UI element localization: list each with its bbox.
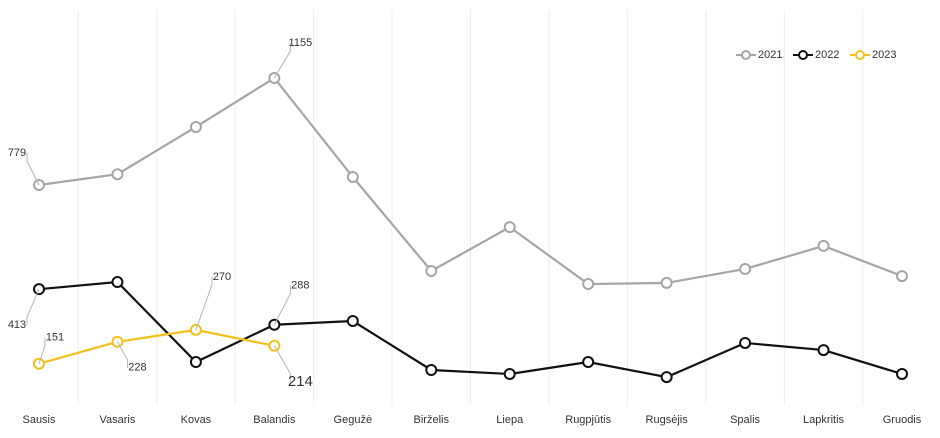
legend-label: 2021	[758, 49, 782, 61]
label-leader	[273, 285, 291, 325]
legend-item: 2022	[793, 49, 839, 61]
x-tick-label: Rugsėjis	[646, 414, 689, 426]
data-label: 413	[8, 319, 26, 331]
label-leader	[26, 153, 40, 186]
label-leader	[195, 276, 213, 331]
x-tick-label: Rugpjūtis	[565, 414, 611, 426]
data-label: 270	[213, 271, 231, 283]
x-tick-label: Lapkritis	[803, 414, 844, 426]
data-label: 779	[8, 147, 26, 159]
data-label: 288	[291, 280, 309, 292]
x-tick-label: Balandis	[253, 414, 296, 426]
data-point	[582, 278, 595, 291]
data-label: 1155	[289, 37, 313, 49]
data-point	[817, 239, 830, 252]
data-point	[346, 315, 359, 328]
data-point	[189, 356, 202, 369]
data-point	[582, 356, 595, 369]
x-tick-label: Spalis	[730, 414, 760, 426]
data-label: 151	[46, 332, 64, 344]
x-tick-label: Gegužė	[334, 414, 373, 426]
label-leader	[38, 337, 46, 364]
label-leader	[26, 288, 40, 326]
series-line	[38, 76, 903, 286]
legend-item: 2021	[736, 49, 782, 61]
x-tick-label: Kovas	[181, 414, 212, 426]
x-tick-label: Birželis	[414, 414, 450, 426]
data-point	[896, 270, 908, 283]
legend-marker	[855, 50, 865, 60]
data-label: 228	[128, 362, 146, 374]
legend-marker	[798, 50, 808, 60]
data-point	[111, 276, 124, 289]
data-point	[346, 171, 359, 184]
legend-label: 2022	[815, 49, 839, 61]
data-point	[189, 120, 202, 133]
data-point	[425, 264, 438, 277]
data-point	[425, 363, 438, 376]
data-point	[817, 344, 830, 357]
data-point	[896, 367, 908, 380]
data-label: 214	[288, 373, 313, 390]
data-point	[503, 221, 516, 234]
data-point	[503, 367, 516, 380]
legend-label: 2023	[872, 49, 896, 61]
label-leader	[273, 345, 291, 382]
legend-item: 2023	[850, 49, 896, 61]
series-line	[38, 328, 275, 365]
series-line	[38, 280, 903, 379]
legend-marker	[741, 50, 751, 60]
x-tick-label: Vasaris	[100, 414, 136, 426]
x-tick-label: Gruodis	[883, 414, 922, 426]
data-point	[660, 276, 673, 289]
data-point	[739, 336, 752, 349]
data-point	[111, 168, 124, 181]
label-leader	[117, 341, 128, 368]
x-tick-label: Liepa	[496, 414, 524, 426]
data-point	[660, 371, 673, 384]
label-leader	[273, 43, 291, 79]
x-tick-label: Sausis	[22, 414, 56, 426]
data-point	[739, 262, 752, 275]
